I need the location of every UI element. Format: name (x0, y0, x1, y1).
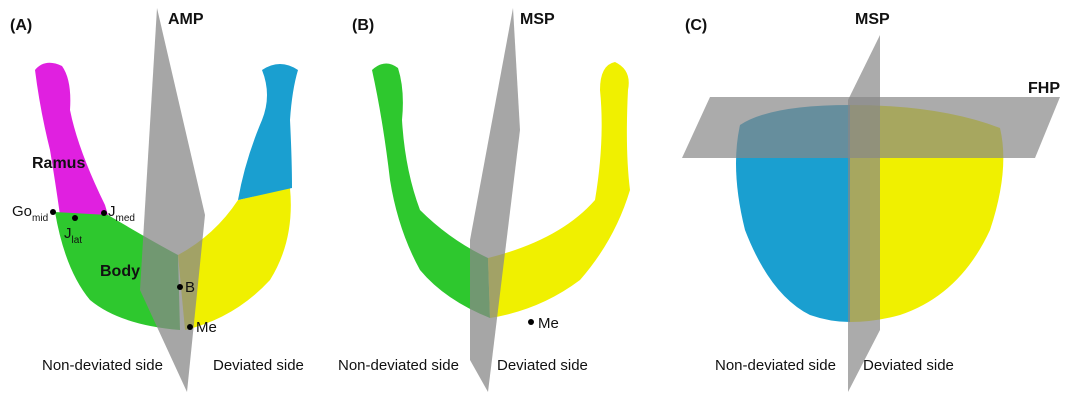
plane-label: MSP (855, 11, 890, 28)
ramus-right (238, 64, 298, 200)
annotation: Gomid (12, 203, 48, 224)
annotation-base: J (108, 203, 116, 220)
annotation-sub: med (116, 213, 135, 224)
ramus-left (35, 63, 108, 215)
plane-label: FHP (1028, 80, 1060, 97)
panel-a: (A) AMP Ramus Body Gomid Jlat Jmed B Me … (10, 8, 304, 392)
annotation-sub: lat (72, 235, 83, 246)
side-label: Non-deviated side (715, 357, 836, 374)
side-label: Non-deviated side (42, 357, 163, 374)
panel-b: (B) MSP Me Non-deviated side Deviated si… (338, 8, 630, 392)
plane-msp (848, 35, 880, 392)
panel-label: (C) (685, 17, 707, 34)
figure: (A) AMP Ramus Body Gomid Jlat Jmed B Me … (0, 0, 1077, 402)
panel-c: (C) MSP FHP Non-deviated side Deviated s… (682, 11, 1060, 392)
annotation: Me (538, 315, 559, 332)
annotation-sub: mid (32, 213, 48, 224)
annotation: B (185, 279, 195, 296)
side-label: Deviated side (863, 357, 954, 374)
annotation: Me (196, 319, 217, 336)
annotation-base: J (64, 225, 72, 242)
annotation-base: Go (12, 203, 32, 220)
plane-label: AMP (168, 11, 204, 28)
side-label: Deviated side (497, 357, 588, 374)
panel-label: (A) (10, 17, 32, 34)
annotation: Ramus (32, 155, 85, 172)
panel-label: (B) (352, 17, 374, 34)
landmark (528, 319, 534, 325)
side-label: Deviated side (213, 357, 304, 374)
plane-msp (470, 8, 520, 392)
annotation: Body (100, 263, 140, 280)
side-label: Non-deviated side (338, 357, 459, 374)
plane-label: MSP (520, 11, 555, 28)
